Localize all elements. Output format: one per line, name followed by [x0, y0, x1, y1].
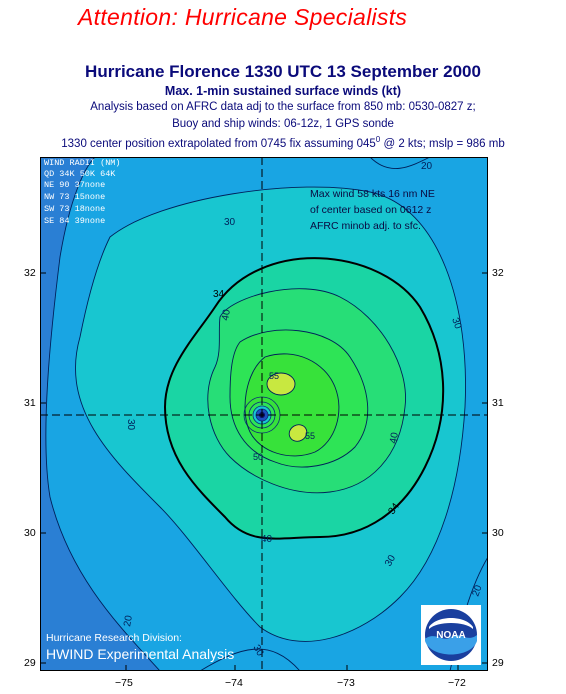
contour-40-line [207, 288, 406, 494]
hwind-credit: HWIND Experimental Analysis [46, 646, 234, 662]
wind-radii-header: QD 34K 50K 64K [44, 169, 116, 179]
lat-label-31-right: 31 [492, 397, 504, 409]
contour-55-north-line [266, 372, 296, 396]
wind-radii-row-ne: NE 90 37none [44, 180, 105, 190]
max-wind-note: Max wind 58 kts 16 nm NE of center based… [310, 188, 435, 232]
map-title: Hurricane Florence 1330 UTC 13 September… [85, 62, 481, 81]
lat-label-31-left: 31 [24, 397, 36, 409]
contour-label-20-se: 20 [470, 583, 484, 598]
lon-label-75: −75 [115, 677, 133, 689]
wind-radii-title: WIND RADII (NM) [44, 158, 121, 168]
wind-radii-row-se: SE 84 39none [44, 216, 105, 226]
noaa-logo: NOAA [421, 605, 481, 665]
contour-label-40-east: 40 [388, 431, 401, 444]
analysis-info-line: Analysis based on AFRC data adj to the s… [90, 101, 476, 113]
lat-label-30-left: 30 [24, 527, 36, 539]
contour-label-40-south: 40 [261, 534, 273, 545]
center-position-line: 1330 center position extrapolated from 0… [61, 135, 505, 150]
lat-label-29-right: 29 [492, 657, 504, 669]
contour-label-55-south: 55 [305, 431, 315, 441]
contour-label-55-north: 55 [269, 371, 279, 381]
plot-frame [40, 157, 488, 671]
wind-radii-table: WIND RADII (NM) QD 34K 50K 64K NE 90 37n… [44, 158, 121, 226]
contour-label-30-top: 30 [224, 217, 236, 228]
buoy-info-line: Buoy and ship winds: 06-12z, 1 GPS sonde [172, 118, 394, 130]
lon-label-73: −73 [337, 677, 355, 689]
lon-label-74: −74 [225, 677, 243, 689]
lat-label-30-right: 30 [492, 527, 504, 539]
contour-label-20-ne: 20 [421, 161, 433, 172]
map-subtitle: Max. 1-min sustained surface winds (kt) [164, 84, 402, 98]
noaa-logo-text: NOAA [436, 630, 465, 641]
contour-45-line [229, 329, 369, 468]
contour-20-line [45, 157, 161, 671]
attention-banner: Attention: Hurricane Specialists [78, 4, 408, 30]
contour-label-30-east: 30 [449, 316, 463, 331]
contour-34-line [163, 257, 445, 540]
wind-field-map: 20 30 30 34 40 30 55 55 50 40 34 40 30 2… [40, 157, 488, 671]
contour-label-34: 34 [213, 289, 225, 300]
contour-55-south-line [288, 424, 308, 442]
max-wind-note-line1: Max wind 58 kts 16 nm NE [310, 188, 435, 200]
contour-label-50: 50 [253, 452, 263, 462]
contour-20-bottom-line [199, 648, 301, 671]
band-55-north [267, 373, 295, 395]
contour-label-40-north: 40 [220, 308, 233, 321]
wind-radii-row-sw: SW 73 18none [44, 204, 105, 214]
lon-label-72: −72 [448, 677, 466, 689]
contour-50-line [244, 353, 340, 457]
contour-label-30-se: 30 [383, 553, 398, 569]
band-55-south [289, 424, 307, 442]
wind-radii-row-nw: NW 73 15none [44, 192, 105, 202]
lat-label-29-left: 29 [24, 657, 36, 669]
contour-label-30-west: 30 [125, 419, 136, 431]
lat-label-32-left: 32 [24, 267, 36, 279]
hrd-credit: Hurricane Research Division: [46, 632, 182, 644]
contour-label-20-sw: 20 [122, 614, 135, 627]
max-wind-note-line3: AFRC minob adj. to sfc. [310, 220, 421, 232]
contour-30-ne-line [369, 157, 431, 169]
max-wind-note-line2: of center based on 0612 z [310, 204, 431, 216]
contour-30-line [75, 186, 466, 642]
lat-label-32-right: 32 [492, 267, 504, 279]
contour-label-30-bottom: 30 [250, 643, 265, 659]
